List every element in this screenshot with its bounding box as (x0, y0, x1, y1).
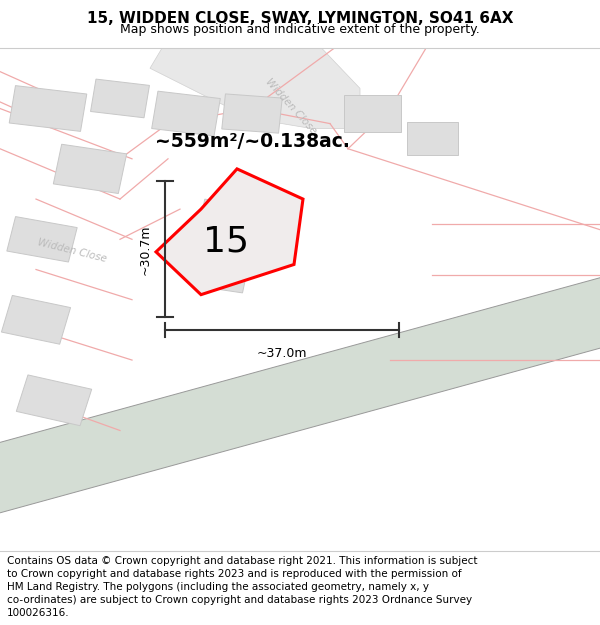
Bar (91, 79, 149, 118)
Text: co-ordinates) are subject to Crown copyright and database rights 2023 Ordnance S: co-ordinates) are subject to Crown copyr… (7, 595, 472, 605)
Bar (195, 256, 249, 293)
Text: Map shows position and indicative extent of the property.: Map shows position and indicative extent… (120, 22, 480, 36)
Text: 100026316.: 100026316. (7, 608, 70, 618)
Text: ~559m²/~0.138ac.: ~559m²/~0.138ac. (155, 132, 349, 151)
Bar (343, 94, 401, 132)
Text: Contains OS data © Crown copyright and database right 2021. This information is : Contains OS data © Crown copyright and d… (7, 556, 478, 566)
Text: 15: 15 (203, 224, 249, 258)
Text: ~37.0m: ~37.0m (257, 348, 307, 361)
Bar (1, 296, 71, 344)
Bar (53, 144, 127, 194)
Bar (16, 375, 92, 426)
Bar (9, 86, 87, 131)
Bar (7, 217, 77, 262)
Text: to Crown copyright and database rights 2023 and is reproduced with the permissio: to Crown copyright and database rights 2… (7, 569, 462, 579)
Polygon shape (150, 38, 360, 129)
Text: Widden Close: Widden Close (37, 237, 107, 264)
Polygon shape (156, 169, 303, 294)
Bar (407, 122, 458, 155)
Text: 15, WIDDEN CLOSE, SWAY, LYMINGTON, SO41 6AX: 15, WIDDEN CLOSE, SWAY, LYMINGTON, SO41 … (87, 11, 513, 26)
Text: HM Land Registry. The polygons (including the associated geometry, namely x, y: HM Land Registry. The polygons (includin… (7, 582, 429, 592)
Bar (222, 94, 282, 133)
Bar (152, 91, 220, 136)
Bar (198, 199, 258, 239)
Polygon shape (0, 269, 600, 521)
Text: ~30.7m: ~30.7m (139, 224, 152, 274)
Text: Widden Close: Widden Close (263, 76, 319, 136)
